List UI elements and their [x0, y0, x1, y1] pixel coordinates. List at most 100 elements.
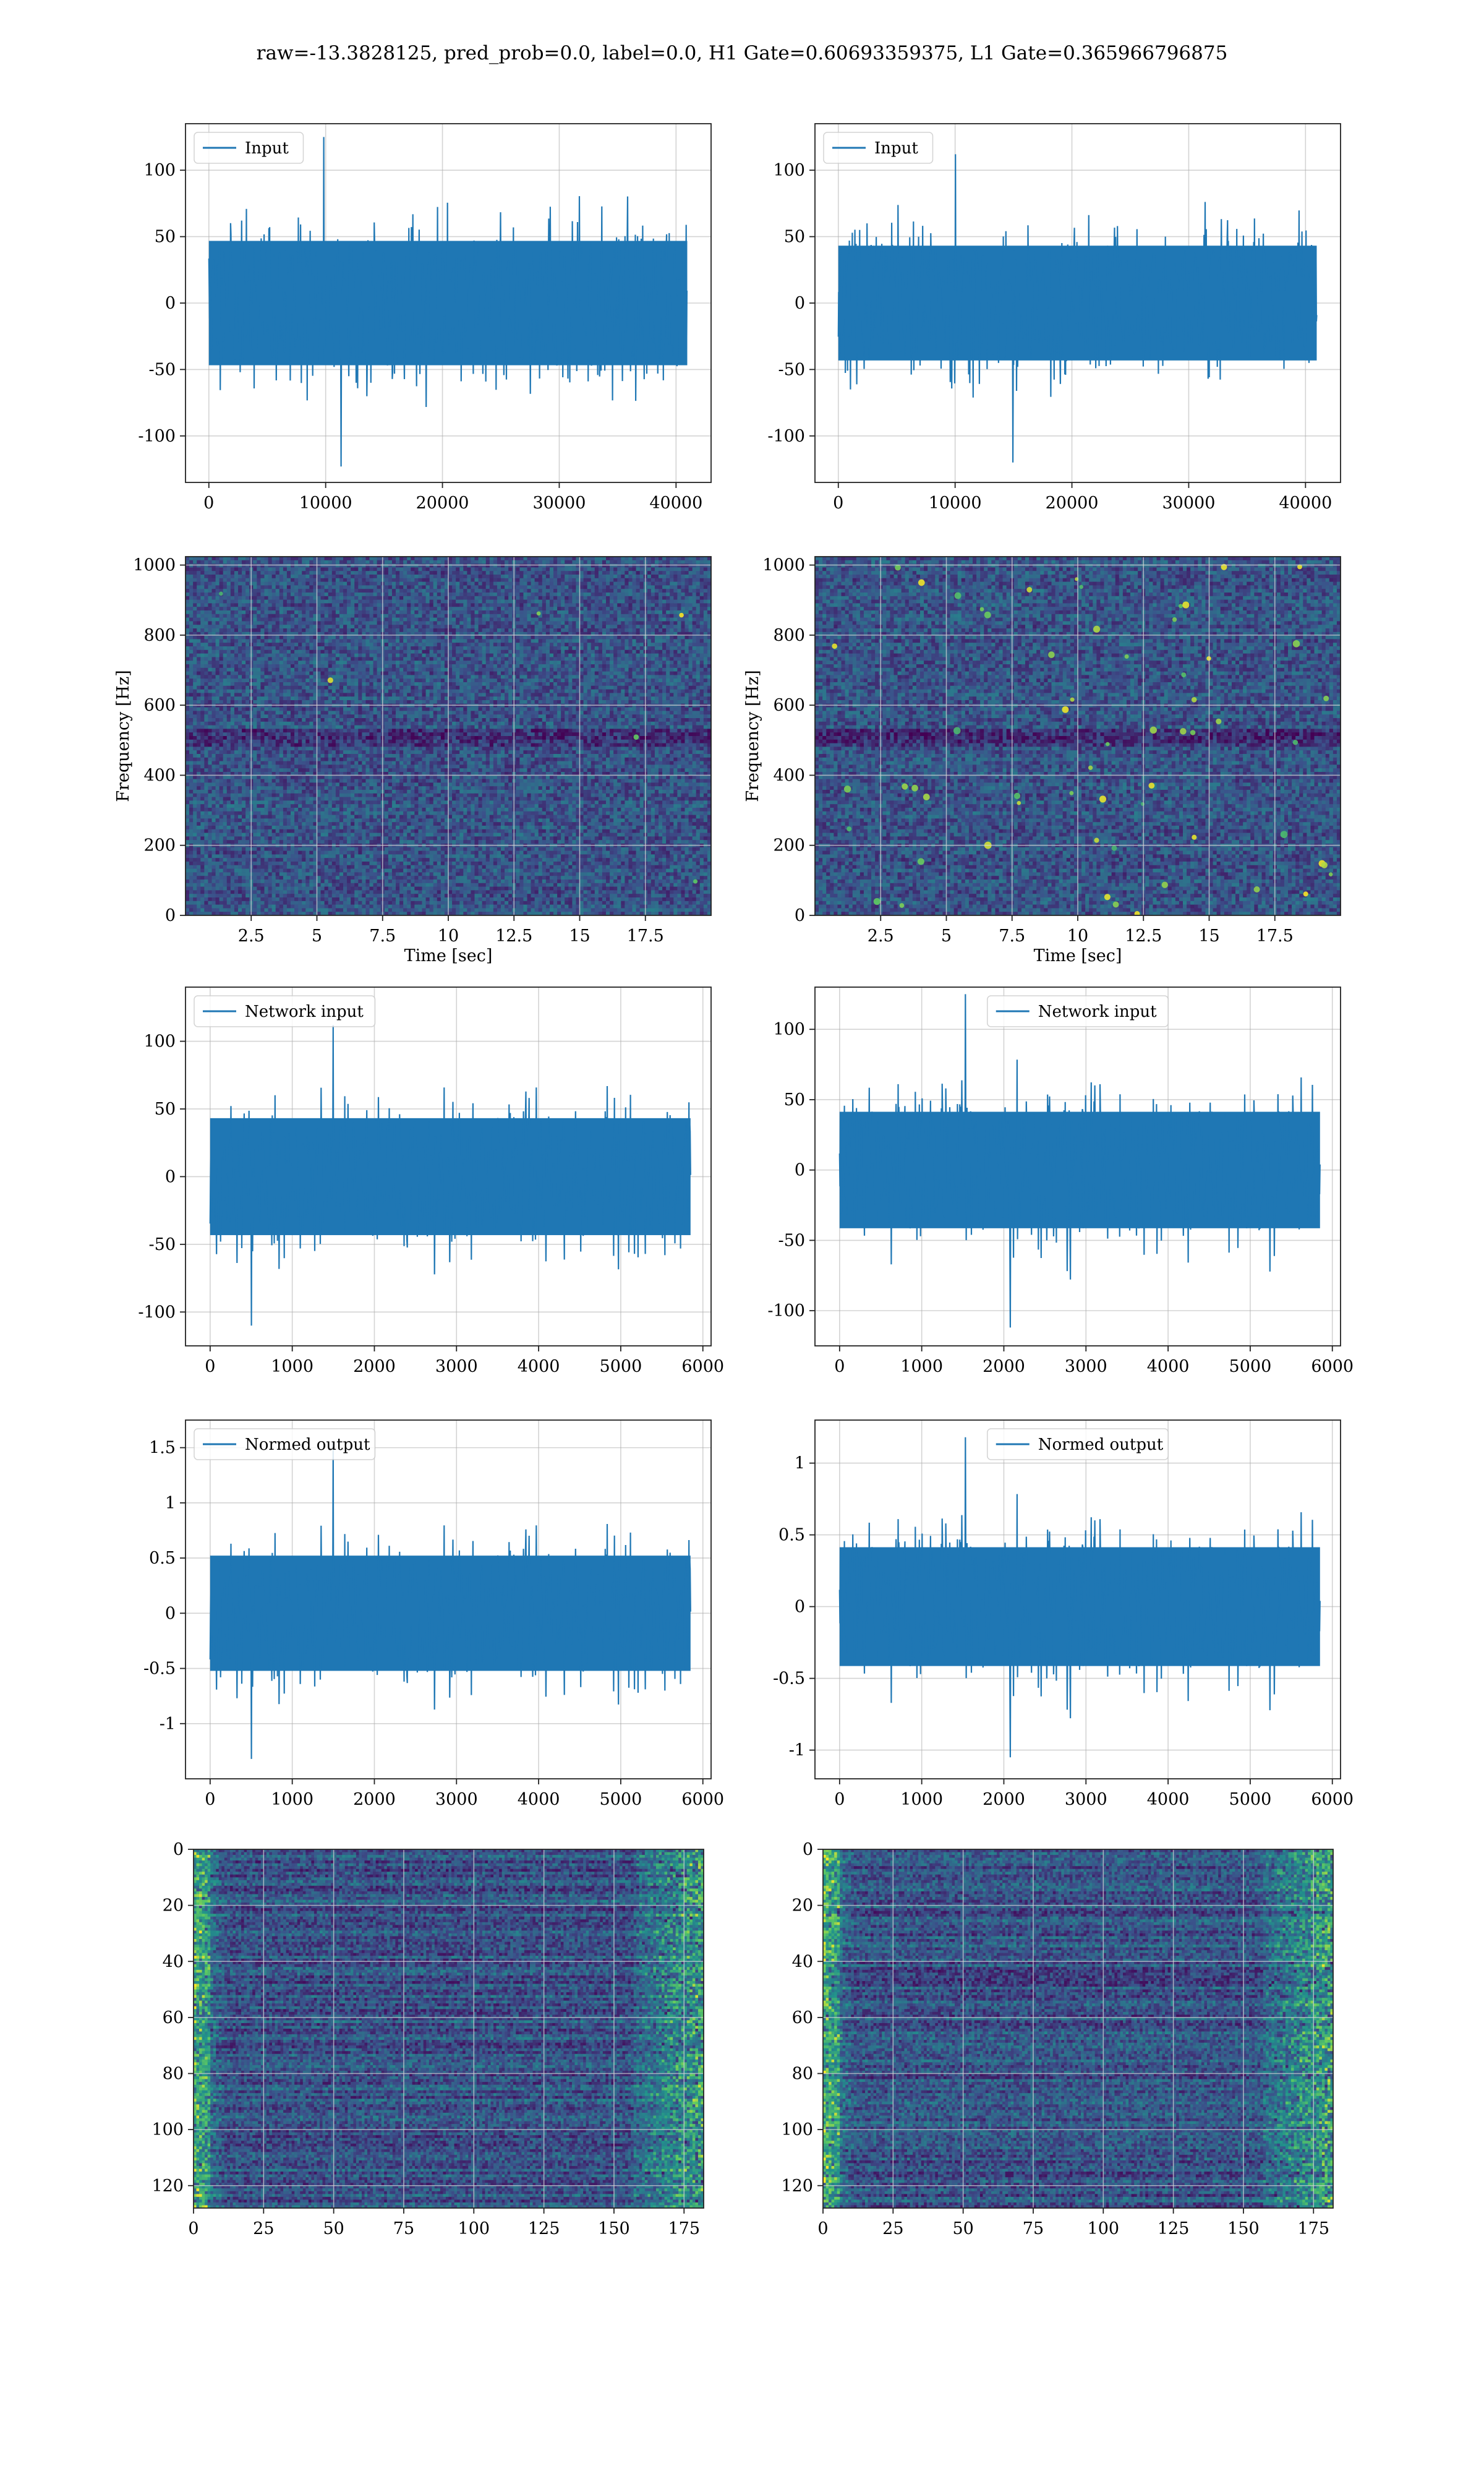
y-tick-label: 0.5: [149, 1549, 176, 1568]
x-tick-label: 2000: [353, 1357, 396, 1376]
x-tick-label: 5000: [1229, 1357, 1272, 1376]
legend: Normed output: [194, 1429, 375, 1460]
x-tick-label: 2.5: [238, 927, 265, 946]
x-tick-label: 0: [205, 1790, 215, 1809]
x-tick-label: 20000: [416, 494, 469, 513]
y-tick-label: -50: [778, 360, 805, 379]
y-tick-label: 0.5: [778, 1526, 805, 1545]
x-tick-label: 1000: [900, 1357, 943, 1376]
y-tick-label: -100: [767, 1301, 805, 1320]
legend-label: Input: [245, 139, 289, 158]
y-tick-label: -50: [778, 1231, 805, 1250]
y-tick-label: 40: [163, 1952, 184, 1971]
y-tick-label: 200: [773, 836, 805, 855]
y-tick-label: 100: [773, 1020, 805, 1039]
y-tick-label: -50: [149, 360, 176, 379]
y-tick-label: 20: [792, 1896, 813, 1915]
x-tick-label: 5000: [1229, 1790, 1272, 1809]
x-tick-label: 2000: [983, 1790, 1025, 1809]
y-tick-label: 40: [792, 1952, 813, 1971]
x-tick-label: 0: [203, 494, 214, 513]
y-tick-label: -100: [767, 427, 805, 446]
x-axis-label: Time [sec]: [404, 946, 493, 965]
y-tick-label: 100: [773, 161, 805, 180]
y-tick-label: 600: [143, 696, 176, 715]
y-tick-label: -0.5: [773, 1669, 805, 1689]
x-tick-label: 3000: [1065, 1790, 1107, 1809]
y-tick-label: 50: [155, 228, 176, 247]
y-tick-label: 0: [795, 294, 805, 313]
x-tick-label: 30000: [532, 494, 586, 513]
x-tick-label: 175: [1297, 2219, 1329, 2238]
y-tick-label: 0: [795, 906, 805, 925]
x-tick-label: 40000: [649, 494, 702, 513]
x-tick-label: 125: [1158, 2219, 1190, 2238]
y-tick-label: 80: [163, 2065, 184, 2084]
x-tick-label: 12.5: [495, 927, 532, 946]
x-tick-label: 2000: [353, 1790, 396, 1809]
y-tick-label: 1000: [762, 556, 805, 575]
chart-spec-h1: 2.5 5 7.5 10 12.5 15 17.502004006008001000Time…: [114, 556, 712, 965]
y-tick-label: 0: [165, 1604, 176, 1623]
x-tick-label: 125: [528, 2219, 560, 2238]
x-tick-label: 12.5: [1125, 927, 1162, 946]
x-tick-label: 10000: [299, 494, 352, 513]
y-tick-label: 50: [155, 1100, 176, 1119]
y-tick-label: 120: [151, 2177, 184, 2196]
x-tick-label: 25: [882, 2219, 903, 2238]
y-tick-label: -50: [149, 1235, 176, 1254]
y-tick-label: 100: [151, 2120, 184, 2139]
y-tick-label: -1: [789, 1741, 805, 1760]
y-tick-label: 400: [773, 766, 805, 785]
y-tick-label: 20: [163, 1896, 184, 1915]
legend: Network input: [987, 996, 1169, 1027]
y-tick-label: -1: [160, 1714, 176, 1734]
x-tick-label: 4000: [1147, 1357, 1190, 1376]
x-tick-label: 7.5: [999, 927, 1025, 946]
y-tick-label: 1: [165, 1494, 176, 1513]
heatmap-cells: [194, 1849, 704, 2209]
x-tick-label: 10000: [929, 494, 982, 513]
y-tick-label: 0: [165, 294, 176, 313]
y-tick-label: 120: [781, 2177, 813, 2196]
x-tick-label: 6000: [1311, 1790, 1354, 1809]
x-tick-label: 5: [312, 927, 322, 946]
x-tick-label: 150: [1227, 2219, 1260, 2238]
y-tick-label: 80: [792, 2065, 813, 2084]
y-tick-label: 0: [165, 1167, 176, 1186]
x-tick-label: 0: [834, 1357, 845, 1376]
legend-label: Normed output: [1038, 1436, 1164, 1454]
y-tick-label: 100: [781, 2120, 813, 2139]
legend-label: Input: [874, 139, 918, 158]
legend: Network input: [194, 996, 375, 1027]
y-tick-label: 400: [143, 766, 176, 785]
x-tick-label: 0: [833, 494, 843, 513]
legend-label: Network input: [245, 1003, 364, 1021]
y-tick-label: 1000: [133, 556, 176, 575]
x-tick-label: 3000: [1065, 1357, 1107, 1376]
y-axis-label: Frequency [Hz]: [743, 670, 762, 802]
y-tick-label: -0.5: [143, 1659, 176, 1679]
x-tick-label: 15: [1198, 927, 1219, 946]
y-tick-label: 1.5: [149, 1439, 176, 1458]
x-tick-label: 1000: [271, 1790, 313, 1809]
y-tick-label: 0: [173, 1840, 184, 1859]
x-tick-label: 4000: [518, 1357, 560, 1376]
x-tick-label: 17.5: [627, 927, 664, 946]
x-tick-label: 2.5: [868, 927, 894, 946]
y-tick-label: 200: [143, 836, 176, 855]
x-tick-label: 3000: [435, 1790, 478, 1809]
x-tick-label: 75: [393, 2219, 414, 2238]
y-axis-label: Frequency [Hz]: [114, 670, 133, 802]
x-tick-label: 4000: [518, 1790, 560, 1809]
legend: Normed output: [987, 1429, 1169, 1460]
x-axis-label: Time [sec]: [1034, 946, 1122, 965]
x-tick-label: 5000: [600, 1357, 642, 1376]
legend-label: Normed output: [245, 1436, 370, 1454]
